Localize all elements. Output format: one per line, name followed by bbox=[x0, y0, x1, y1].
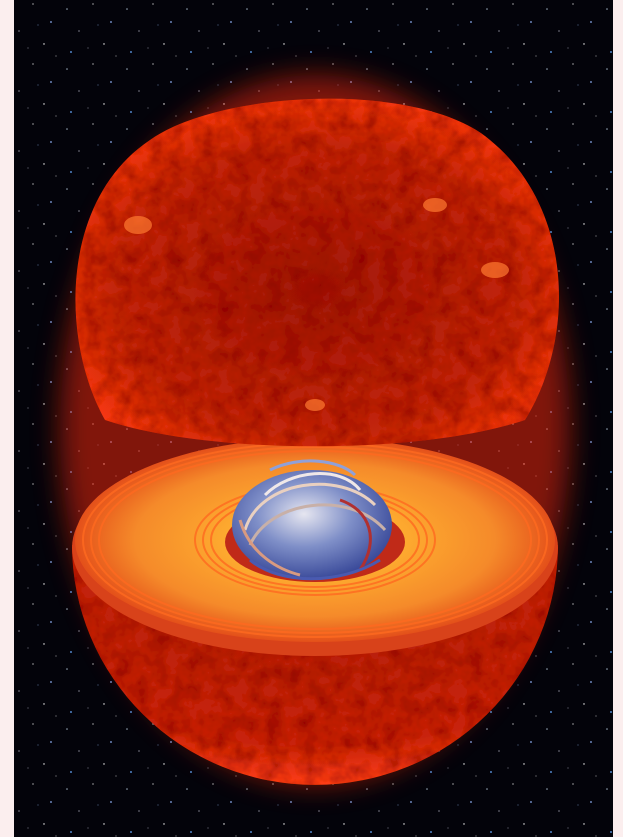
upper-hemisphere bbox=[75, 98, 559, 447]
field-lines bbox=[238, 459, 387, 581]
core-swirl bbox=[232, 459, 392, 581]
active-regions bbox=[124, 198, 509, 411]
